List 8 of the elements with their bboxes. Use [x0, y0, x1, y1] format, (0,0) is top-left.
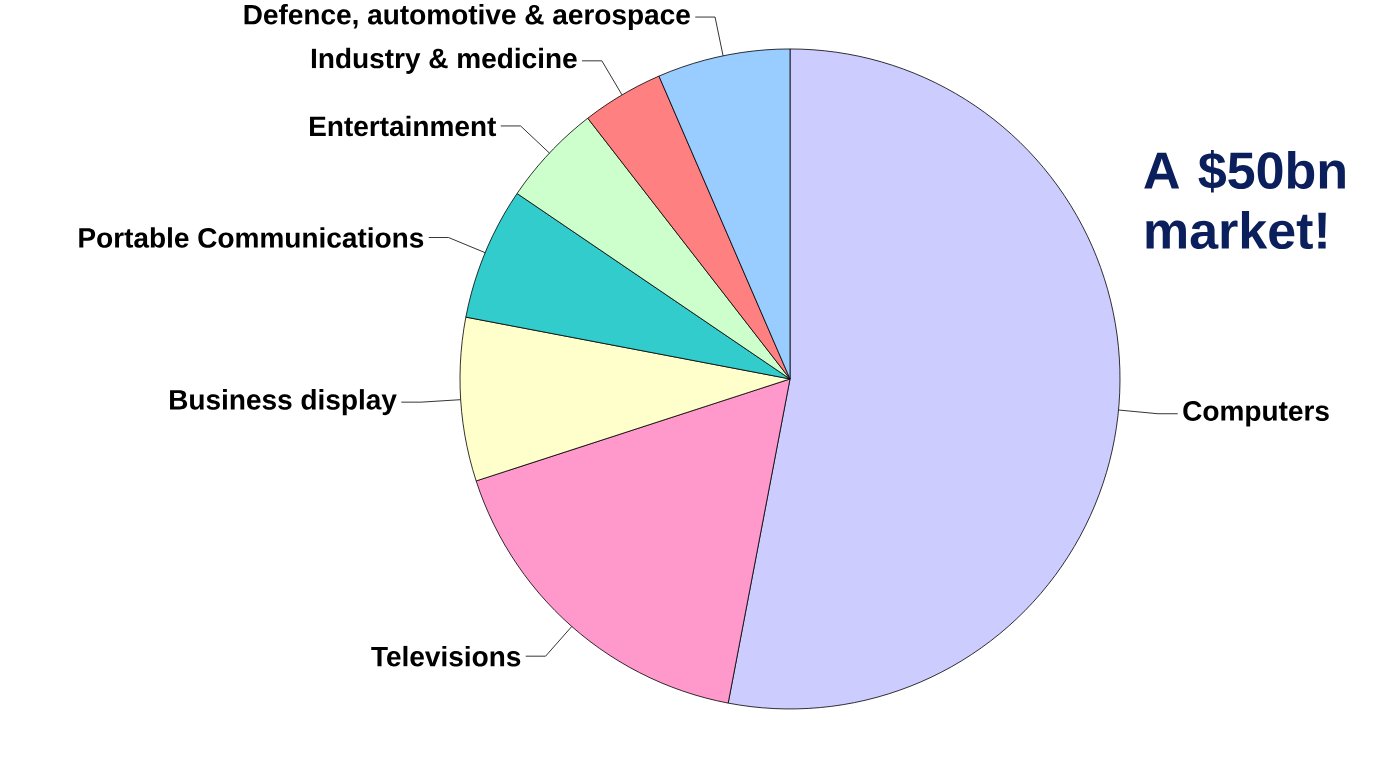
- slice-label: Entertainment: [310, 115, 497, 137]
- slice-label: Portable Communications: [79, 227, 424, 248]
- text: A $50bn market!: [1144, 150, 1345, 250]
- slice-label: Business display: [170, 389, 397, 416]
- slice-label: Televisions: [371, 645, 521, 667]
- slice-label: Defence, automotive & aerospace: [244, 4, 690, 31]
- slice-label: Computers: [1183, 401, 1329, 427]
- slice-label: Industry & medicine: [311, 47, 577, 74]
